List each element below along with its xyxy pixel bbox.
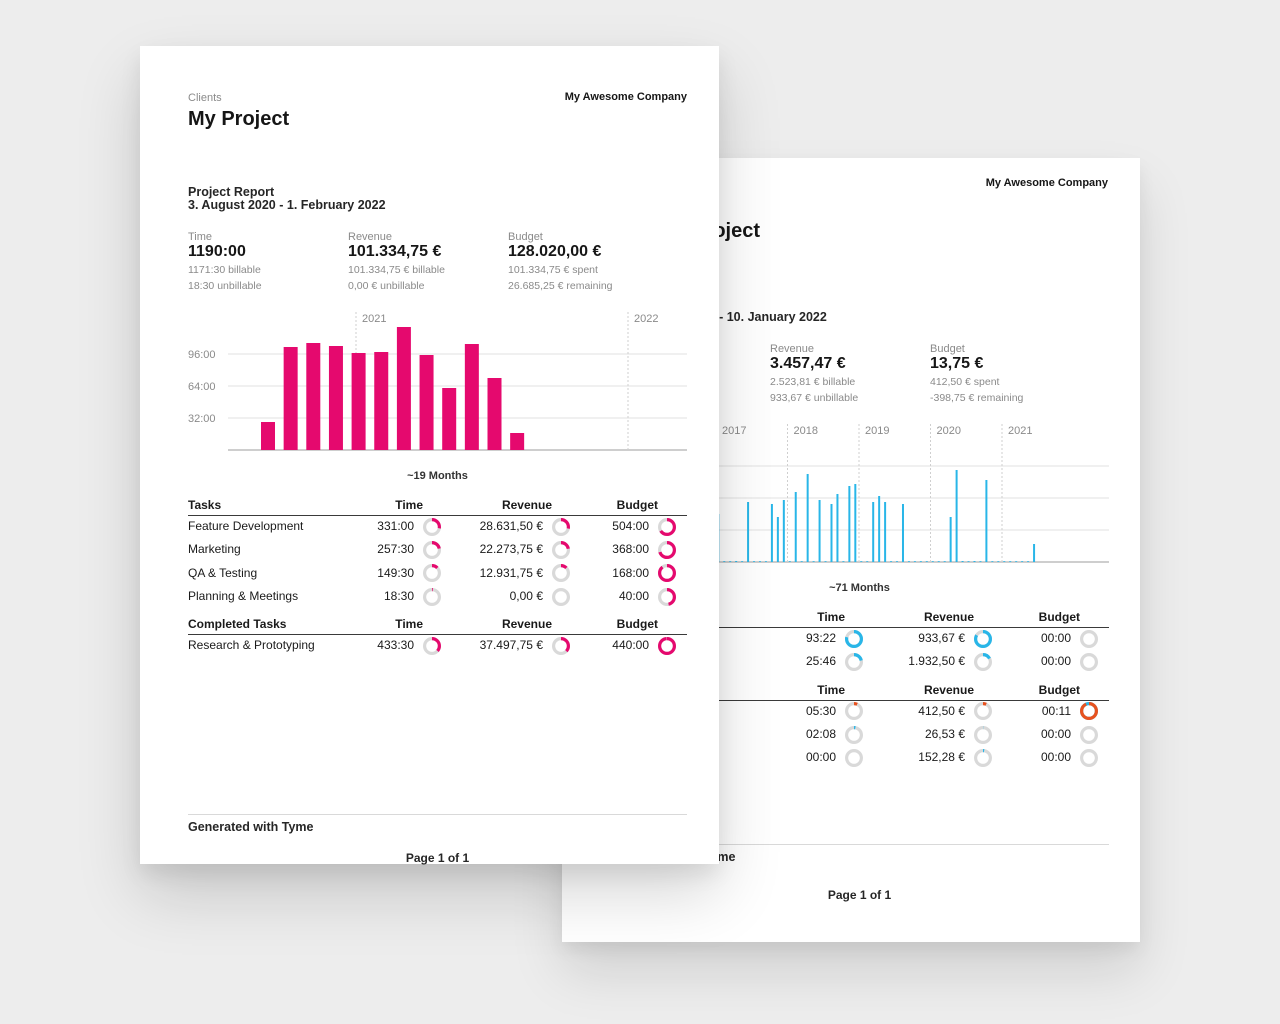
svg-text:96:00: 96:00 <box>188 349 216 361</box>
svg-text:2019: 2019 <box>865 425 889 437</box>
svg-text:2021: 2021 <box>1008 425 1032 437</box>
svg-text:32:00: 32:00 <box>188 413 216 425</box>
svg-text:2020: 2020 <box>937 425 961 437</box>
svg-text:64:00: 64:00 <box>188 381 216 393</box>
svg-text:2017: 2017 <box>722 425 746 437</box>
svg-text:2022: 2022 <box>634 313 658 325</box>
svg-text:2018: 2018 <box>794 425 818 437</box>
svg-text:2021: 2021 <box>362 313 386 325</box>
